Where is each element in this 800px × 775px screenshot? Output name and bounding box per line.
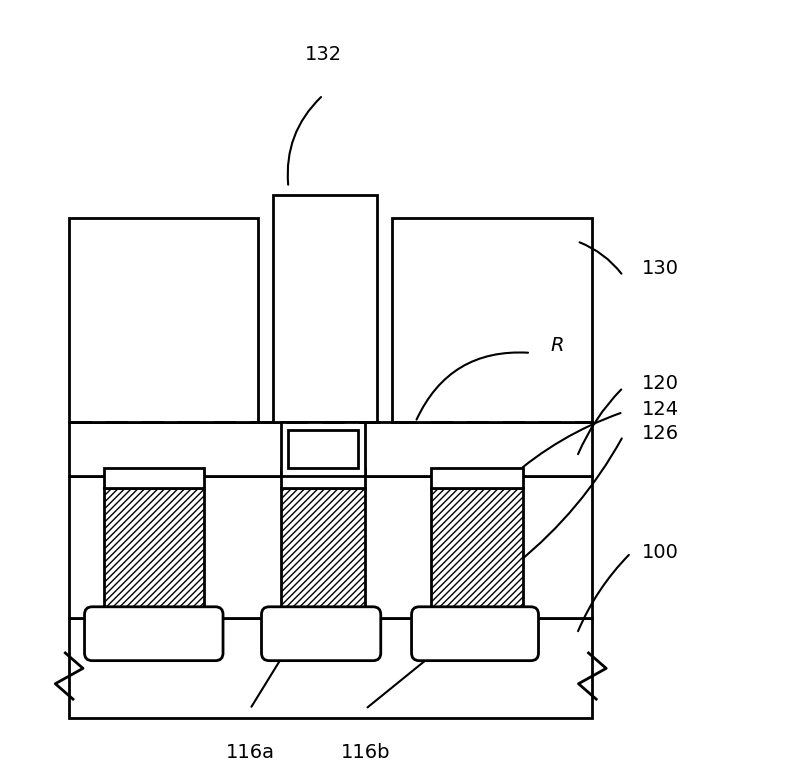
- Bar: [104, 468, 204, 487]
- FancyBboxPatch shape: [262, 607, 381, 660]
- Bar: [273, 195, 377, 422]
- Bar: [104, 487, 204, 611]
- Text: 120: 120: [642, 374, 679, 393]
- Text: 126: 126: [642, 424, 679, 443]
- Text: 116b: 116b: [341, 743, 390, 762]
- Text: 124: 124: [642, 400, 679, 419]
- Bar: [281, 468, 366, 487]
- Bar: [69, 219, 258, 422]
- Bar: [430, 487, 523, 611]
- FancyBboxPatch shape: [85, 607, 223, 660]
- Bar: [281, 422, 366, 476]
- Bar: [392, 219, 592, 422]
- Bar: [69, 618, 592, 718]
- Text: 116a: 116a: [226, 743, 274, 762]
- Text: 100: 100: [642, 543, 679, 563]
- Bar: [281, 487, 366, 611]
- Bar: [69, 422, 592, 476]
- Text: R: R: [550, 336, 563, 355]
- Text: 132: 132: [305, 45, 342, 64]
- Bar: [69, 476, 592, 618]
- Text: 130: 130: [642, 259, 679, 277]
- Bar: [430, 468, 523, 487]
- Bar: [289, 430, 358, 468]
- FancyBboxPatch shape: [411, 607, 538, 660]
